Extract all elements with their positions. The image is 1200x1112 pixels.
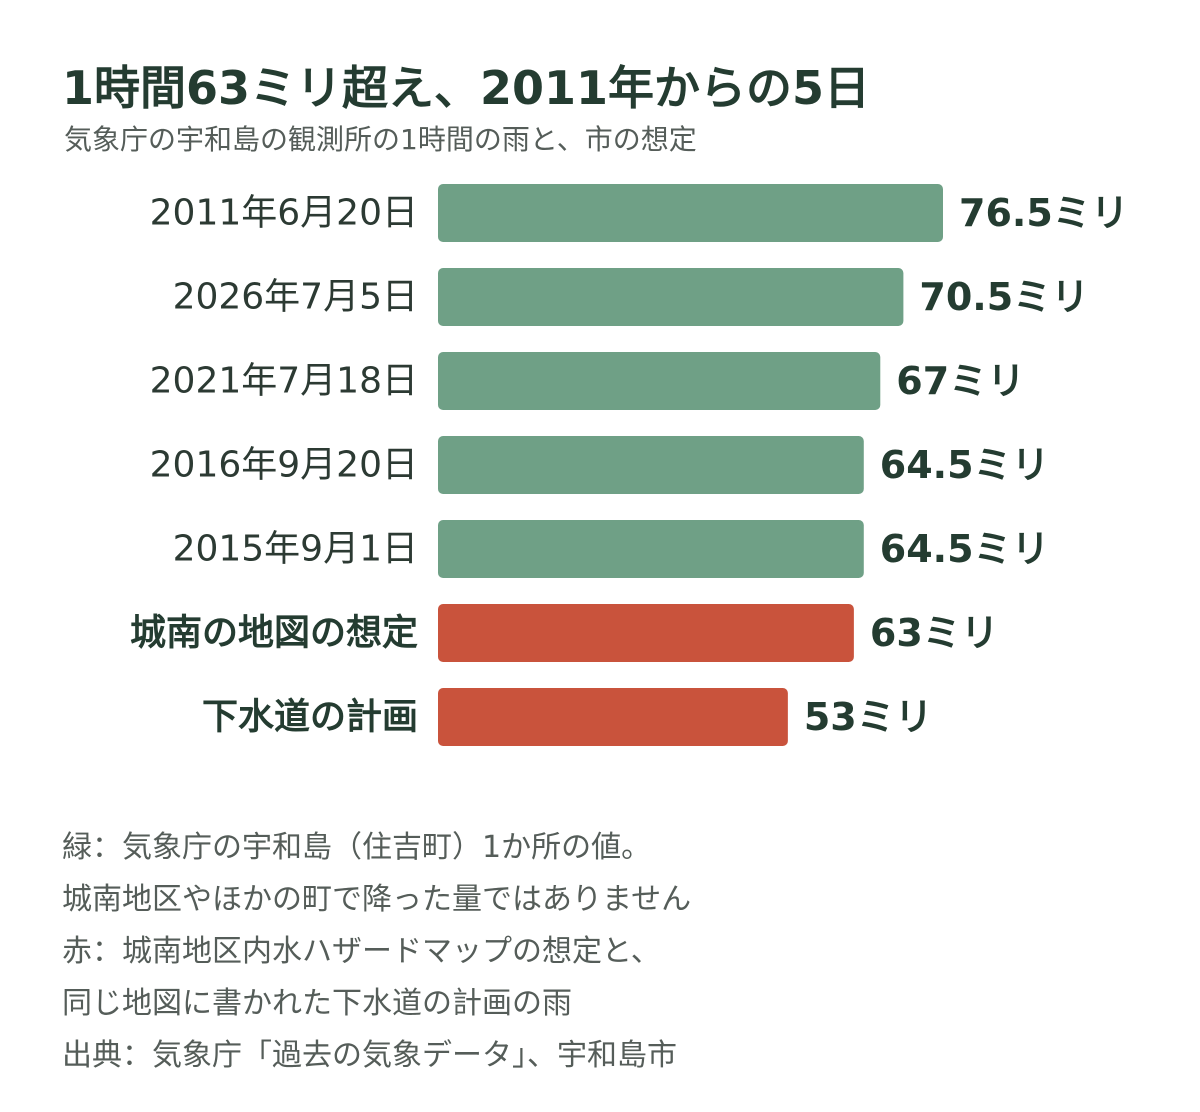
note-line: 緑：気象庁の宇和島（住吉町）1か所の値。	[62, 830, 652, 865]
bar	[438, 352, 881, 410]
chart-title: 1時間63ミリ超え、2011年からの5日	[62, 61, 871, 115]
chart-subtitle: 気象庁の宇和島の観測所の1時間の雨と、市の想定	[64, 123, 697, 156]
bar	[438, 184, 943, 242]
category-label: 2026年7月5日	[173, 277, 418, 318]
category-label: 2015年9月1日	[173, 529, 418, 570]
bar	[438, 604, 854, 662]
value-label: 63ミリ	[870, 611, 999, 655]
value-label: 76.5ミリ	[959, 191, 1129, 235]
bar	[438, 436, 864, 494]
value-label: 67ミリ	[896, 359, 1025, 403]
category-label: 2016年9月20日	[150, 445, 418, 486]
value-label: 64.5ミリ	[880, 527, 1050, 571]
bar	[438, 268, 904, 326]
note-line: 同じ地図に書かれた下水道の計画の雨	[62, 986, 572, 1021]
note-line: 城南地区やほかの町で降った量ではありません	[62, 882, 692, 917]
category-label: 城南の地図の想定	[130, 613, 418, 654]
value-label: 64.5ミリ	[880, 443, 1050, 487]
category-label: 下水道の計画	[202, 697, 418, 738]
footnotes: 緑：気象庁の宇和島（住吉町）1か所の値。 城南地区やほかの町で降った量ではありま…	[62, 822, 691, 1082]
category-label: 2011年6月20日	[150, 193, 418, 234]
value-label: 53ミリ	[804, 695, 933, 739]
bar	[438, 520, 864, 578]
bar	[438, 688, 788, 746]
note-line: 赤：城南地区内水ハザードマップの想定と、	[62, 934, 661, 969]
note-line: 出典：気象庁「過去の気象データ」、宇和島市	[62, 1038, 677, 1073]
value-label: 70.5ミリ	[919, 275, 1089, 319]
category-label: 2021年7月18日	[150, 361, 418, 402]
bar-chart: 2011年6月20日 76.5ミリ 2026年7月5日 70.5ミリ 2021年7月18…	[130, 184, 1129, 746]
